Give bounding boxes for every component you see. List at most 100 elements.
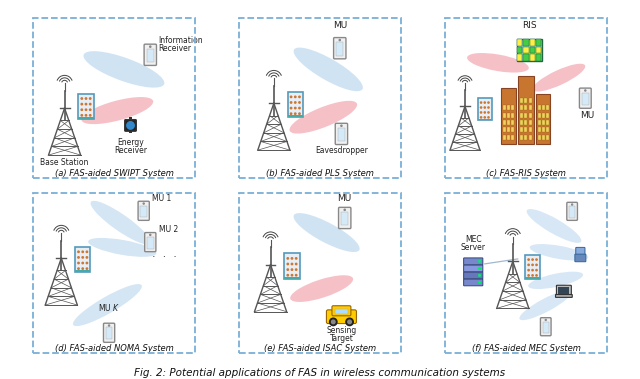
Bar [129, 130, 132, 133]
Bar [542, 113, 545, 117]
Bar [511, 105, 515, 110]
FancyBboxPatch shape [582, 92, 589, 105]
Circle shape [294, 96, 296, 97]
Circle shape [291, 274, 292, 276]
Circle shape [90, 103, 91, 105]
Circle shape [86, 268, 88, 269]
Text: Server: Server [461, 243, 486, 252]
Circle shape [481, 102, 482, 103]
FancyBboxPatch shape [478, 98, 492, 121]
Ellipse shape [81, 97, 153, 124]
Text: (d) FAS-aided NOMA System: (d) FAS-aided NOMA System [54, 344, 173, 353]
Text: Receiver: Receiver [159, 44, 191, 53]
Circle shape [90, 98, 91, 99]
FancyBboxPatch shape [332, 306, 351, 316]
FancyBboxPatch shape [463, 258, 483, 265]
Circle shape [528, 264, 529, 266]
Bar [520, 135, 523, 140]
Circle shape [82, 262, 83, 264]
Ellipse shape [294, 47, 363, 91]
Bar [511, 120, 515, 125]
Circle shape [536, 269, 537, 271]
Circle shape [484, 117, 485, 118]
Circle shape [81, 114, 83, 116]
Circle shape [150, 46, 151, 47]
Circle shape [536, 275, 537, 276]
Bar [520, 105, 523, 110]
FancyBboxPatch shape [463, 272, 483, 279]
Circle shape [82, 268, 83, 269]
Circle shape [344, 209, 346, 210]
Ellipse shape [520, 290, 572, 320]
Circle shape [81, 109, 83, 110]
Ellipse shape [83, 51, 164, 88]
Circle shape [287, 269, 289, 270]
Circle shape [299, 96, 300, 97]
Bar [524, 135, 527, 140]
Text: MU $K$: MU $K$ [98, 302, 120, 313]
Bar [524, 105, 527, 110]
Bar [524, 39, 529, 46]
Bar [524, 113, 527, 117]
Circle shape [81, 98, 83, 99]
FancyBboxPatch shape [335, 309, 348, 314]
FancyBboxPatch shape [335, 123, 348, 144]
Circle shape [287, 274, 289, 276]
Circle shape [86, 251, 88, 252]
Bar [542, 135, 545, 140]
Text: Eavesdropper: Eavesdropper [315, 146, 368, 155]
Ellipse shape [90, 201, 150, 244]
Text: (b) FAS-aided PLS System: (b) FAS-aided PLS System [266, 169, 374, 178]
Text: ·  ·  ·: · · · [152, 252, 177, 262]
Bar [520, 120, 523, 125]
Bar [538, 105, 541, 110]
Bar [508, 105, 510, 110]
Bar [508, 113, 510, 117]
Circle shape [296, 263, 297, 265]
Circle shape [479, 282, 481, 283]
FancyBboxPatch shape [287, 92, 303, 117]
Bar [529, 127, 532, 132]
Bar [538, 127, 541, 132]
Text: Information: Information [159, 36, 203, 45]
Circle shape [150, 234, 151, 235]
Circle shape [339, 39, 340, 41]
Text: RIS: RIS [522, 21, 536, 30]
Circle shape [294, 107, 296, 109]
Text: Fig. 2: Potential applications of FAS in wireless communication systems: Fig. 2: Potential applications of FAS in… [134, 368, 506, 378]
Circle shape [82, 257, 83, 258]
Ellipse shape [467, 53, 529, 72]
FancyBboxPatch shape [569, 207, 575, 218]
Circle shape [85, 109, 86, 110]
Circle shape [488, 112, 489, 113]
FancyBboxPatch shape [336, 42, 344, 56]
Circle shape [484, 112, 485, 113]
Bar [542, 120, 545, 125]
Bar [520, 98, 523, 103]
Circle shape [291, 107, 292, 109]
Bar [530, 54, 535, 61]
Circle shape [488, 107, 489, 108]
Circle shape [78, 257, 79, 258]
Circle shape [127, 122, 134, 129]
Bar [511, 127, 515, 132]
Bar [525, 277, 540, 279]
Bar [511, 113, 515, 117]
Circle shape [291, 102, 292, 103]
Text: Sensing: Sensing [326, 326, 356, 335]
Bar [287, 115, 303, 117]
Circle shape [78, 251, 79, 252]
Text: MU 2: MU 2 [159, 225, 178, 234]
Bar [536, 39, 541, 46]
Bar [529, 120, 532, 125]
Bar [538, 113, 541, 117]
Bar [518, 75, 534, 144]
Text: (c) FAS-RIS System: (c) FAS-RIS System [486, 169, 566, 178]
Ellipse shape [289, 101, 357, 133]
Bar [508, 135, 510, 140]
Bar [284, 277, 300, 279]
Bar [501, 88, 516, 144]
Circle shape [488, 117, 489, 118]
Bar [524, 98, 527, 103]
FancyBboxPatch shape [339, 207, 351, 229]
